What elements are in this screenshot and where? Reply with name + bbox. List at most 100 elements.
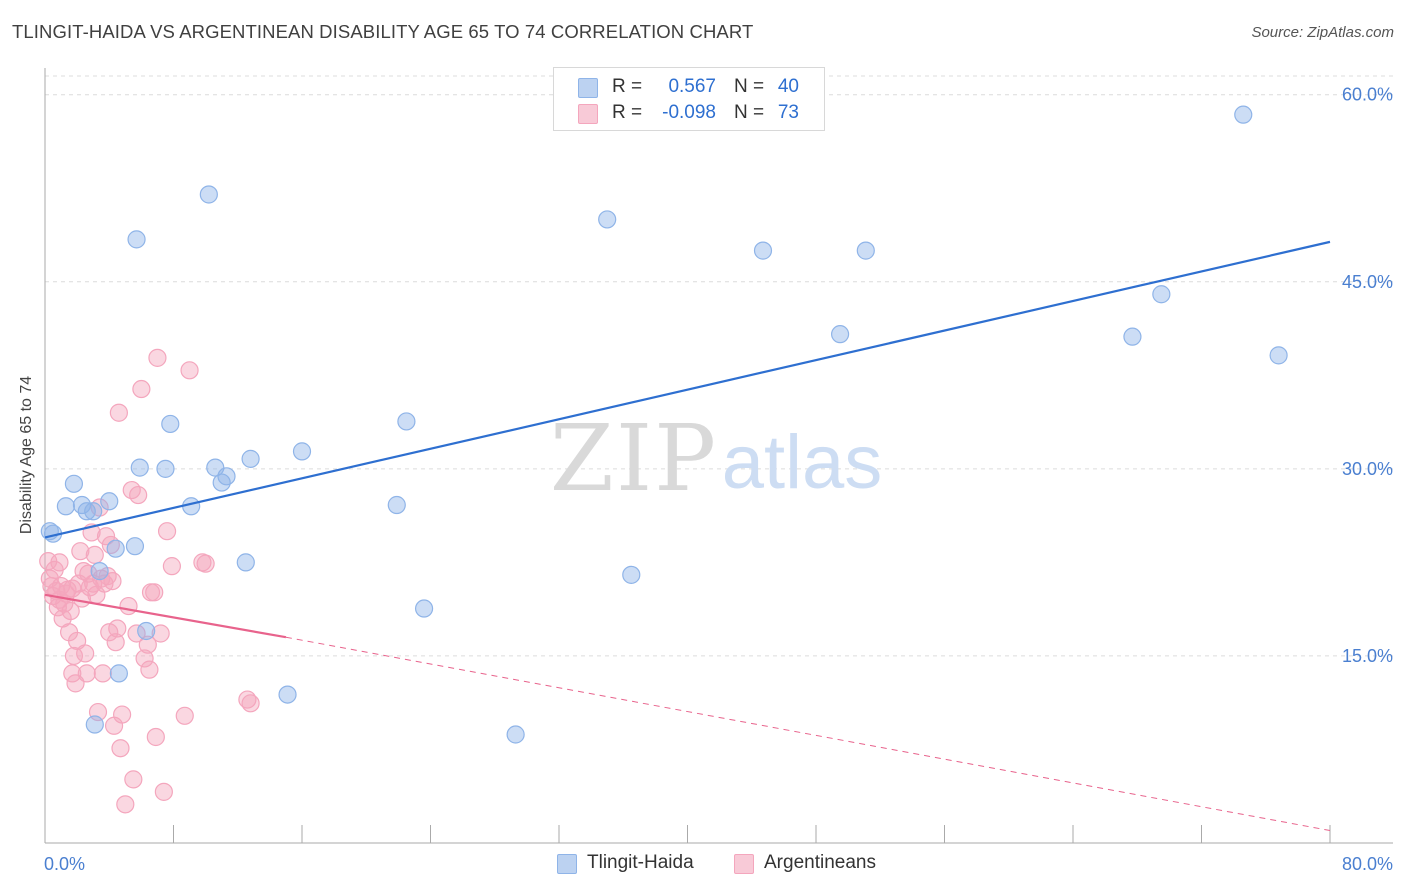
- data-point: [63, 664, 82, 683]
- trend-line-extension: [285, 636, 1331, 832]
- data-point: [278, 685, 297, 704]
- data-point: [61, 601, 80, 621]
- legend-r-label: R =: [612, 76, 643, 97]
- data-point: [146, 727, 165, 747]
- chart-title: TLINGIT-HAIDA VS ARGENTINEAN DISABILITY …: [12, 21, 754, 42]
- legend-r-label: R =: [612, 102, 643, 123]
- data-point: [598, 210, 617, 229]
- data-point: [241, 694, 260, 713]
- data-point: [156, 459, 175, 478]
- data-point: [64, 474, 84, 493]
- data-point: [124, 770, 143, 789]
- legend-row-tlingit-haida: R = 0.567 N = 40: [554, 75, 824, 101]
- data-point: [137, 621, 156, 641]
- data-point: [241, 449, 260, 468]
- x-tick-label-max: 80.0%: [1342, 854, 1393, 874]
- data-point: [138, 635, 157, 654]
- data-point: [135, 649, 154, 668]
- legend-n-label: N =: [734, 102, 765, 123]
- data-point: [414, 599, 434, 618]
- data-point: [132, 379, 151, 399]
- series-legend-label: Argentineans: [764, 852, 876, 873]
- data-point: [154, 782, 173, 801]
- data-point: [199, 185, 218, 204]
- watermark: ZIP atlas: [550, 405, 882, 512]
- data-point: [292, 442, 312, 461]
- y-tick-label: 45.0%: [1342, 272, 1393, 292]
- data-point: [71, 542, 90, 561]
- trend-line: [44, 593, 287, 639]
- data-point: [1152, 285, 1171, 304]
- y-tick-label: 30.0%: [1342, 459, 1393, 479]
- data-point: [622, 565, 641, 584]
- series-swatch-argentineans: [734, 854, 754, 874]
- data-point: [108, 619, 127, 638]
- data-point: [90, 562, 109, 581]
- data-point: [125, 537, 145, 556]
- legend-n-value: 73: [777, 102, 799, 123]
- data-point: [161, 414, 180, 434]
- legend-n-value: 40: [777, 76, 799, 97]
- y-tick-labels: 15.0% 30.0% 45.0% 60.0%: [1342, 85, 1393, 666]
- data-point: [84, 502, 103, 521]
- data-point: [130, 458, 149, 477]
- data-point: [106, 539, 125, 558]
- data-point: [112, 705, 132, 724]
- legend-swatch-tlingit-haida: [578, 78, 598, 98]
- data-point: [74, 562, 93, 581]
- legend-r-value: -0.098: [662, 102, 716, 123]
- series-swatch-tlingit-haida: [557, 854, 577, 874]
- data-point: [64, 646, 84, 666]
- data-point: [76, 644, 95, 663]
- x-tick-label-min: 0.0%: [44, 854, 85, 874]
- correlation-legend: R = 0.567 N = 40 R = -0.098 N = 73: [553, 67, 825, 131]
- data-point: [145, 583, 164, 602]
- data-point: [77, 664, 96, 683]
- data-point: [63, 579, 82, 598]
- data-point: [830, 325, 850, 344]
- data-point: [753, 241, 773, 260]
- data-point: [109, 403, 128, 422]
- data-point: [387, 495, 406, 515]
- data-point: [175, 706, 194, 725]
- data-point: [109, 664, 128, 683]
- legend-row-argentineans: R = -0.098 N = 73: [554, 101, 824, 127]
- trend-line: [44, 240, 1331, 539]
- data-point: [79, 564, 98, 583]
- y-tick-label: 15.0%: [1342, 646, 1393, 666]
- data-point: [196, 554, 215, 573]
- data-point: [1234, 105, 1253, 124]
- source-label: Source: ZipAtlas.com: [1251, 24, 1394, 41]
- data-point: [72, 495, 92, 515]
- legend-r-value: 0.567: [668, 76, 716, 97]
- data-point: [397, 412, 416, 431]
- data-point: [106, 633, 125, 652]
- data-points: [39, 105, 1288, 814]
- axes: [44, 68, 1393, 844]
- data-point: [162, 557, 181, 576]
- x-tick-labels: 0.0% 80.0%: [44, 854, 1393, 874]
- data-point: [85, 545, 104, 565]
- data-point: [85, 715, 104, 734]
- data-point: [180, 361, 199, 380]
- legend-swatch-argentineans: [578, 104, 598, 124]
- data-point: [151, 624, 170, 643]
- data-point: [212, 473, 231, 492]
- data-point: [1123, 327, 1142, 346]
- data-point: [506, 725, 525, 744]
- data-point: [96, 527, 116, 546]
- data-point: [56, 497, 75, 516]
- data-point: [111, 739, 130, 758]
- data-point: [129, 485, 148, 505]
- data-point: [100, 492, 119, 511]
- data-point: [148, 348, 167, 367]
- y-tick-label: 60.0%: [1342, 85, 1393, 105]
- series-legend-label: Tlingit-Haida: [587, 852, 694, 873]
- data-point: [77, 502, 96, 521]
- series-legend: Tlingit-Haida Argentineans: [0, 851, 1406, 879]
- watermark-atlas: atlas: [722, 420, 883, 505]
- watermark-zip: ZIP: [550, 405, 718, 512]
- trend-lines: [44, 240, 1331, 832]
- data-point: [157, 522, 177, 541]
